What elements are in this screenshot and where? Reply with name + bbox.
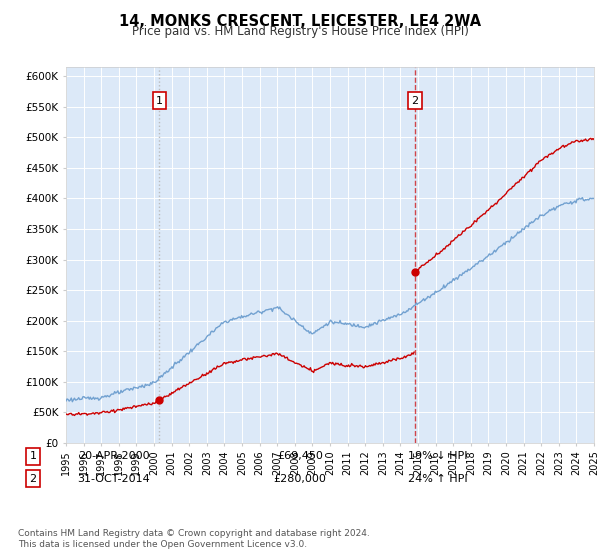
Text: 2: 2	[29, 474, 37, 484]
Text: 24% ↑ HPI: 24% ↑ HPI	[408, 474, 468, 484]
Text: 1: 1	[156, 96, 163, 106]
Text: Contains HM Land Registry data © Crown copyright and database right 2024.
This d: Contains HM Land Registry data © Crown c…	[18, 529, 370, 549]
Text: Price paid vs. HM Land Registry's House Price Index (HPI): Price paid vs. HM Land Registry's House …	[131, 25, 469, 38]
Text: 19% ↓ HPI: 19% ↓ HPI	[408, 451, 468, 461]
Text: 2: 2	[412, 96, 419, 106]
Text: 31-OCT-2014: 31-OCT-2014	[77, 474, 151, 484]
Text: 1: 1	[29, 451, 37, 461]
Text: 20-APR-2000: 20-APR-2000	[78, 451, 150, 461]
Text: £280,000: £280,000	[274, 474, 326, 484]
Text: £69,450: £69,450	[277, 451, 323, 461]
Text: 14, MONKS CRESCENT, LEICESTER, LE4 2WA: 14, MONKS CRESCENT, LEICESTER, LE4 2WA	[119, 14, 481, 29]
